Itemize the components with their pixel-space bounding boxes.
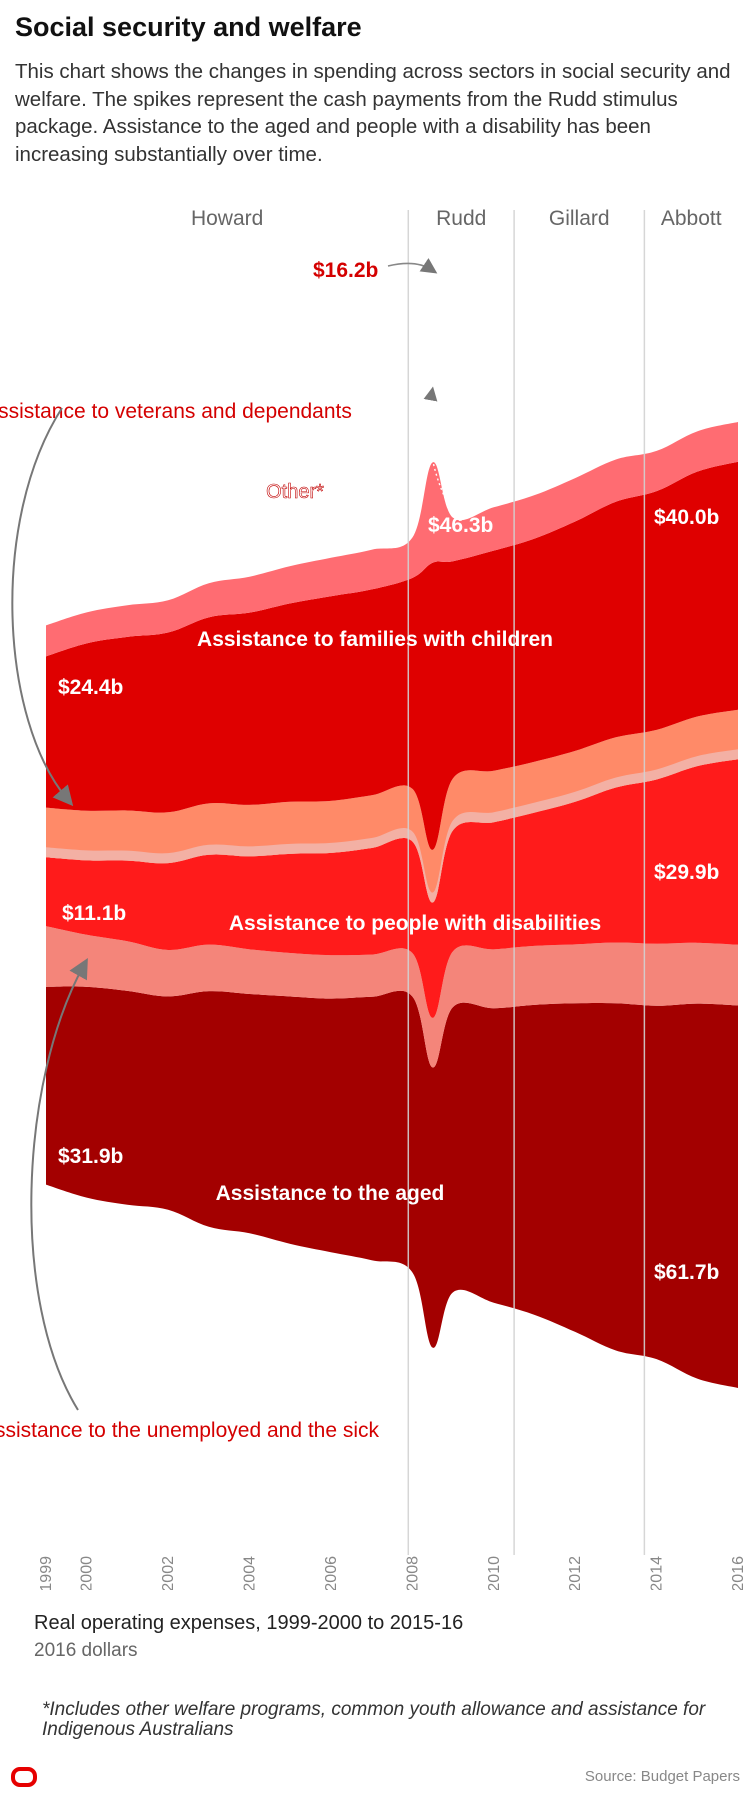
- chart-caption-units: 2016 dollars: [34, 1640, 138, 1661]
- area-label-aged: Assistance to the aged: [216, 1182, 445, 1205]
- x-tick-label: 2012: [567, 1556, 584, 1590]
- value-label-aged-2016: $61.7b: [654, 1261, 719, 1284]
- area-families: [46, 461, 738, 850]
- value-label-families-1999: $24.4b: [58, 676, 123, 699]
- area-unemployed-sick: [46, 926, 738, 1068]
- x-tick-label: 2006: [323, 1556, 340, 1590]
- x-tick-label: 2000: [79, 1556, 96, 1590]
- peak-arrow-families: [423, 386, 451, 509]
- x-tick-label: 2014: [649, 1556, 666, 1590]
- period-label: Howard: [191, 207, 263, 230]
- period-label: Gillard: [549, 207, 610, 230]
- callout-unemployed-sick: Assistance to the unemployed and the sic…: [0, 1419, 380, 1442]
- area-disabilities: [46, 759, 738, 1018]
- chart-intro: This chart shows the changes in spending…: [15, 60, 731, 166]
- chart-title: Social security and welfare: [15, 12, 362, 42]
- callout-veterans: Assistance to veterans and dependants: [0, 400, 352, 423]
- x-tick-label: 2010: [486, 1556, 503, 1590]
- area-label-other: Other*: [266, 481, 324, 503]
- x-tick-label: 1999: [38, 1556, 55, 1590]
- value-label-disabilities-2016: $29.9b: [654, 861, 719, 884]
- x-tick-label: 2002: [160, 1556, 177, 1590]
- callout-arrow-unemployed: [30, 958, 88, 1411]
- peak-arrow-other: [387, 258, 438, 274]
- period-label: Rudd: [436, 207, 486, 230]
- x-tick-label: 2008: [404, 1556, 421, 1590]
- chart-footnote: *Includes other welfare programs, common…: [42, 1699, 706, 1740]
- value-label-other-peak: $16.2b: [313, 259, 378, 282]
- area-other: [46, 422, 738, 657]
- brand-logo: [11, 1767, 37, 1787]
- x-tick-label: 2016: [730, 1556, 747, 1590]
- stream-chart: Howard Rudd Gillard Abbott 1999 2000 2002 2004 2…: [0, 207, 747, 1590]
- area-aged: [46, 986, 738, 1388]
- value-label-families-peak: $46.3b: [428, 514, 493, 537]
- chart-caption: Real operating expenses, 1999-2000 to 20…: [34, 1612, 464, 1634]
- area-label-disabilities: Assistance to people with disabilities: [229, 912, 601, 935]
- area-label-families: Assistance to families with children: [197, 628, 553, 651]
- period-label: Abbott: [661, 207, 722, 230]
- callout-arrow-veterans: [11, 407, 74, 807]
- value-label-families-2016: $40.0b: [654, 506, 719, 529]
- value-label-disabilities-1999: $11.1b: [62, 902, 126, 925]
- source-note: Source: Budget Papers: [584, 1768, 740, 1785]
- value-label-aged-1999: $31.9b: [58, 1145, 123, 1168]
- x-tick-label: 2004: [242, 1556, 259, 1590]
